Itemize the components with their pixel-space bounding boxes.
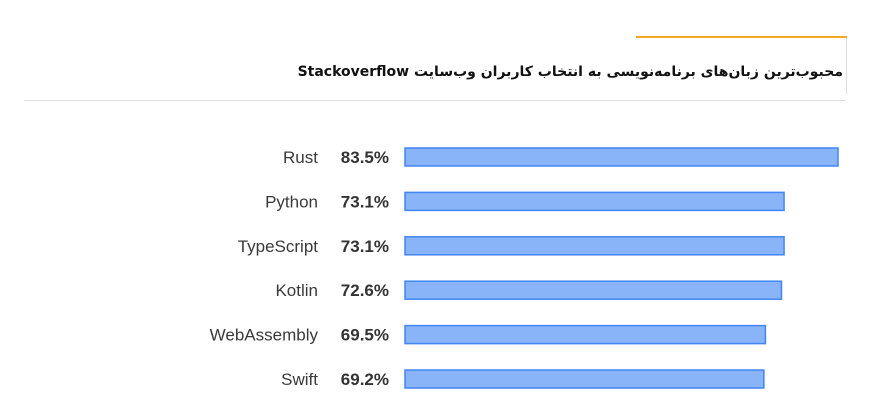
value-label: 69.5% — [341, 326, 389, 345]
category-label: Swift — [281, 370, 318, 389]
bar[interactable] — [404, 324, 767, 345]
category-label: WebAssembly — [210, 326, 319, 345]
bar[interactable] — [404, 280, 783, 300]
bar[interactable] — [404, 236, 785, 256]
bar[interactable] — [404, 191, 785, 212]
category-label: Kotlin — [275, 281, 318, 300]
value-label: 72.6% — [341, 281, 389, 300]
bar[interactable] — [404, 369, 765, 389]
category-label: Python — [265, 192, 318, 211]
chart-title: محبوب‌ترین زبان‌های برنامه‌نویسی به انتخ… — [297, 64, 843, 80]
category-label: Rust — [283, 148, 318, 167]
header-side-rule — [846, 38, 847, 94]
header-accent-line — [636, 36, 847, 38]
bar[interactable] — [404, 147, 839, 167]
value-label: 73.1% — [341, 192, 389, 211]
value-label: 69.2% — [341, 370, 389, 389]
category-label: TypeScript — [238, 237, 319, 256]
title-divider — [24, 100, 846, 101]
value-label: 73.1% — [341, 237, 389, 256]
value-label: 83.5% — [341, 148, 389, 167]
